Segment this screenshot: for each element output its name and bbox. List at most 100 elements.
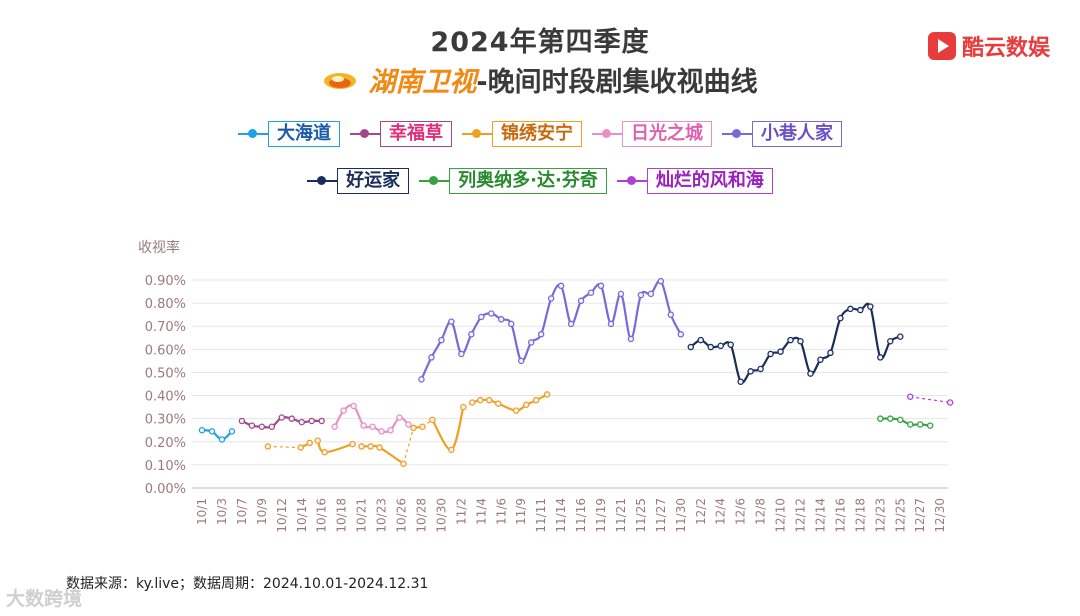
x-tick-label: 10/9	[255, 498, 269, 525]
data-point	[717, 342, 724, 350]
x-tick-label: 10/16	[315, 498, 329, 533]
data-point	[438, 336, 445, 344]
data-point	[757, 365, 764, 373]
data-point	[376, 444, 383, 451]
legend-item: 锦绣安宁	[462, 121, 582, 147]
data-point	[478, 313, 485, 321]
y-axis-label: 收视率	[138, 239, 180, 256]
x-tick-label: 12/10	[774, 498, 788, 533]
legend-item: 日光之城	[592, 121, 712, 147]
data-point	[278, 414, 286, 421]
data-point	[817, 356, 824, 363]
x-tick-label: 11/11	[534, 498, 548, 533]
x-tick-label: 12/12	[794, 498, 808, 533]
data-point	[400, 460, 407, 467]
data-point	[677, 331, 685, 338]
series-dashed-link	[402, 427, 415, 464]
x-tick-label: 11/14	[554, 498, 568, 533]
x-tick-label: 10/23	[375, 498, 389, 533]
legend-marker-icon	[238, 127, 268, 141]
data-point	[867, 303, 874, 310]
x-tick-label: 10/30	[434, 498, 448, 533]
data-point	[248, 422, 256, 429]
data-point	[617, 290, 625, 298]
legend-label: 灿烂的风和海	[646, 168, 773, 194]
data-point	[396, 414, 403, 421]
data-point	[321, 448, 328, 456]
data-point	[495, 400, 502, 407]
data-point	[468, 331, 475, 338]
legend-marker-icon	[307, 174, 338, 188]
data-point	[387, 426, 394, 434]
data-point	[458, 350, 465, 358]
legend-label: 列奥纳多·达·芬奇	[449, 168, 607, 194]
data-point	[906, 393, 914, 400]
data-point	[448, 318, 455, 325]
data-point	[647, 290, 655, 298]
data-point	[577, 297, 585, 305]
data-point	[897, 416, 904, 424]
legend-marker-icon	[722, 127, 752, 141]
data-point	[916, 421, 924, 428]
y-tick-label: 0.70%	[145, 320, 186, 335]
y-tick-label: 0.10%	[145, 459, 186, 474]
chart-title-rest: -晚间时段剧集收视曲线	[476, 67, 758, 98]
legend-row-2: 好运家 列奥纳多·达·芬奇 灿烂的风和海	[0, 168, 1080, 194]
data-point	[807, 370, 814, 377]
data-point	[827, 349, 834, 357]
x-tick-label: 10/26	[395, 498, 409, 533]
brand-name: 酷云数娱	[961, 36, 1050, 61]
data-point	[587, 289, 595, 296]
data-point	[405, 421, 412, 428]
x-tick-label: 11/25	[634, 498, 648, 533]
data-point	[897, 333, 904, 340]
x-tick-label: 11/30	[674, 498, 688, 533]
data-point	[369, 423, 376, 431]
series-line	[361, 444, 405, 465]
x-tick-label: 12/27	[913, 498, 927, 533]
legend-label: 幸福草	[380, 121, 452, 147]
data-point	[258, 423, 266, 431]
legend-item: 好运家	[307, 168, 410, 194]
data-point	[349, 440, 356, 448]
legend-marker-icon	[616, 174, 647, 188]
data-point	[887, 415, 894, 422]
data-point	[410, 424, 417, 432]
x-tick-label: 12/25	[893, 498, 907, 533]
data-point	[208, 428, 216, 435]
x-tick-label: 11/9	[514, 498, 528, 525]
data-point	[418, 376, 425, 383]
data-point	[522, 401, 530, 409]
data-point	[667, 311, 675, 318]
data-point	[288, 415, 296, 422]
data-point	[218, 436, 226, 443]
data-point	[497, 316, 505, 323]
legend-label: 锦绣安宁	[492, 121, 582, 147]
data-point	[547, 295, 555, 302]
x-tick-label: 12/14	[813, 498, 827, 533]
legend-marker-icon	[462, 127, 492, 141]
x-tick-label: 12/30	[933, 498, 947, 533]
chart-title-line2: 湖南卫视-晚间时段剧集收视曲线	[0, 60, 1080, 99]
data-point	[360, 422, 367, 429]
x-tick-label: 12/16	[833, 498, 847, 533]
y-tick-label: 0.90%	[145, 274, 186, 289]
data-point	[486, 396, 493, 404]
data-point	[837, 314, 844, 322]
data-point	[477, 396, 484, 404]
mango-tv-logo-icon	[324, 72, 357, 89]
data-point	[906, 421, 914, 428]
x-tick-label: 11/6	[494, 498, 508, 525]
data-point	[707, 343, 714, 351]
x-tick-label: 10/28	[414, 498, 428, 533]
x-tick-label: 11/4	[474, 498, 488, 525]
legend-marker-icon	[592, 127, 622, 141]
data-point	[887, 337, 894, 345]
x-tick-label: 11/27	[654, 498, 668, 533]
data-point	[532, 396, 540, 404]
data-point	[877, 415, 884, 422]
legend-label: 小巷人家	[752, 121, 842, 147]
data-point	[512, 407, 520, 414]
data-point	[747, 368, 754, 375]
data-point	[777, 348, 784, 355]
